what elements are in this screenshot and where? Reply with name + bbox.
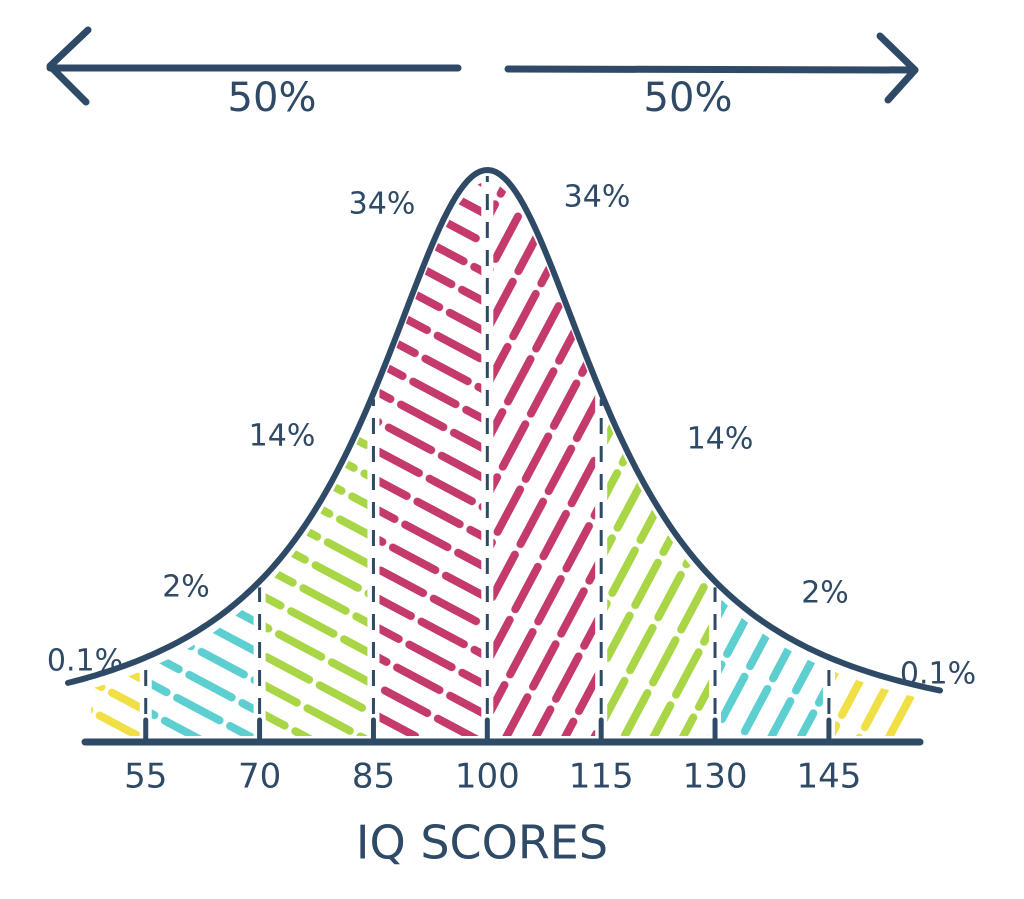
region-label: 14% — [249, 419, 316, 454]
region — [91, 671, 140, 736]
region — [151, 599, 254, 736]
x-tick-label: 55 — [124, 757, 167, 797]
region — [379, 183, 482, 736]
x-tick-label: 100 — [455, 757, 520, 797]
region-label: 34% — [349, 187, 416, 222]
region-label: 14% — [687, 422, 754, 457]
arrow-head — [46, 26, 92, 106]
x-axis-title: IQ SCORES — [356, 816, 608, 870]
half-arrow — [504, 32, 919, 104]
region — [721, 599, 823, 736]
x-tick-label: 70 — [238, 757, 281, 797]
arrow-shaft — [504, 65, 919, 74]
x-tick-label: 130 — [683, 757, 748, 797]
x-tick-label: 115 — [569, 757, 634, 797]
region-label: 0.1% — [900, 657, 976, 692]
half-label: 50% — [644, 75, 733, 121]
region — [493, 183, 596, 736]
region-label: 2% — [162, 570, 210, 605]
region-label: 34% — [564, 180, 631, 215]
half-arrow — [46, 26, 462, 106]
x-tick-label: 85 — [352, 757, 395, 797]
region-label: 0.1% — [47, 644, 123, 679]
region-label: 2% — [801, 576, 849, 611]
region — [834, 671, 914, 736]
half-label: 50% — [228, 75, 317, 121]
bell-curve — [65, 166, 943, 694]
arrow-head — [876, 32, 919, 104]
region — [607, 419, 710, 736]
region — [265, 419, 368, 736]
x-tick-label: 145 — [796, 757, 861, 797]
